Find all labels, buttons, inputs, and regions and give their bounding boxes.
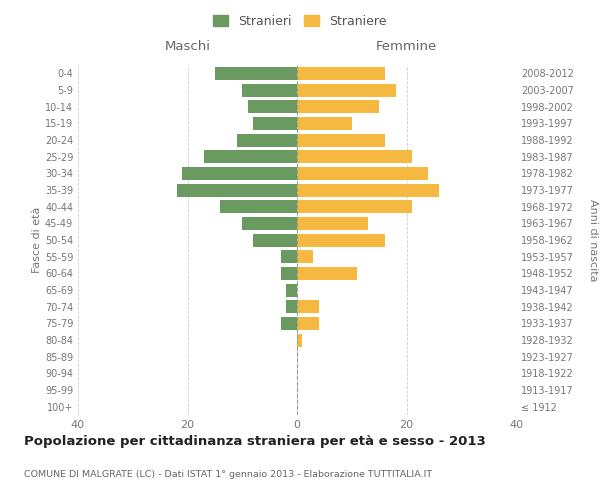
Bar (297, 234, 385, 246)
Bar (297, 117, 352, 130)
Bar (242, 84, 297, 96)
Bar (297, 267, 357, 280)
Bar (297, 250, 313, 263)
Bar (297, 334, 302, 346)
Bar (297, 217, 368, 230)
Bar (237, 134, 297, 146)
Bar (242, 217, 297, 230)
Bar (297, 100, 379, 113)
Bar (248, 100, 297, 113)
Bar (286, 284, 297, 296)
Text: Femmine: Femmine (376, 40, 437, 54)
Bar (297, 134, 385, 146)
Bar (297, 67, 385, 80)
Legend: Stranieri, Straniere: Stranieri, Straniere (207, 8, 393, 34)
Bar (253, 234, 297, 246)
Bar (182, 167, 297, 180)
Y-axis label: Anni di nascita: Anni di nascita (587, 198, 598, 281)
Bar (297, 84, 395, 96)
Bar (253, 117, 297, 130)
Y-axis label: Fasce di età: Fasce di età (32, 207, 42, 273)
Bar (286, 300, 297, 313)
Bar (297, 317, 319, 330)
Bar (281, 250, 297, 263)
Bar (176, 184, 297, 196)
Bar (204, 150, 297, 163)
Bar (220, 200, 297, 213)
Text: Maschi: Maschi (164, 40, 211, 54)
Bar (281, 267, 297, 280)
Bar (297, 300, 319, 313)
Bar (297, 167, 428, 180)
Bar (297, 200, 412, 213)
Text: COMUNE DI MALGRATE (LC) - Dati ISTAT 1° gennaio 2013 - Elaborazione TUTTITALIA.I: COMUNE DI MALGRATE (LC) - Dati ISTAT 1° … (24, 470, 432, 479)
Bar (297, 184, 439, 196)
Bar (281, 317, 297, 330)
Text: Popolazione per cittadinanza straniera per età e sesso - 2013: Popolazione per cittadinanza straniera p… (24, 435, 486, 448)
Bar (215, 67, 297, 80)
Bar (297, 150, 412, 163)
